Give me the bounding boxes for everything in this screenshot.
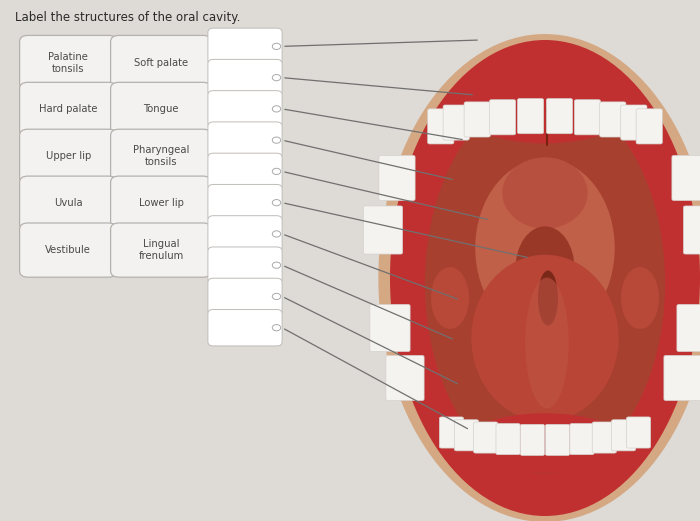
FancyBboxPatch shape: [208, 91, 282, 127]
Ellipse shape: [621, 267, 659, 329]
Ellipse shape: [503, 157, 587, 229]
FancyBboxPatch shape: [111, 82, 211, 137]
Circle shape: [272, 43, 281, 49]
Ellipse shape: [460, 77, 630, 143]
Ellipse shape: [525, 278, 568, 408]
Ellipse shape: [379, 34, 700, 521]
Circle shape: [272, 293, 281, 300]
FancyBboxPatch shape: [575, 100, 601, 135]
FancyBboxPatch shape: [443, 105, 469, 140]
FancyBboxPatch shape: [208, 216, 282, 252]
FancyBboxPatch shape: [111, 129, 211, 183]
FancyBboxPatch shape: [208, 278, 282, 315]
FancyBboxPatch shape: [545, 424, 570, 455]
FancyBboxPatch shape: [592, 422, 617, 453]
FancyBboxPatch shape: [208, 59, 282, 96]
FancyBboxPatch shape: [547, 98, 573, 134]
Ellipse shape: [425, 93, 665, 474]
FancyBboxPatch shape: [636, 109, 662, 144]
FancyBboxPatch shape: [621, 105, 647, 140]
Circle shape: [272, 262, 281, 268]
FancyBboxPatch shape: [20, 176, 117, 230]
Circle shape: [272, 75, 281, 81]
FancyBboxPatch shape: [626, 417, 650, 448]
FancyBboxPatch shape: [428, 109, 454, 144]
FancyBboxPatch shape: [520, 424, 545, 455]
FancyBboxPatch shape: [496, 424, 520, 455]
FancyBboxPatch shape: [489, 100, 516, 135]
FancyBboxPatch shape: [111, 35, 211, 90]
Ellipse shape: [471, 255, 619, 421]
FancyBboxPatch shape: [464, 102, 490, 137]
FancyBboxPatch shape: [672, 155, 700, 201]
Circle shape: [272, 137, 281, 143]
Ellipse shape: [431, 267, 469, 329]
FancyBboxPatch shape: [664, 355, 700, 401]
FancyBboxPatch shape: [208, 28, 282, 65]
FancyBboxPatch shape: [208, 309, 282, 346]
Circle shape: [272, 200, 281, 206]
FancyBboxPatch shape: [454, 420, 479, 451]
FancyBboxPatch shape: [111, 223, 211, 277]
FancyBboxPatch shape: [440, 417, 463, 448]
FancyBboxPatch shape: [474, 422, 498, 453]
FancyBboxPatch shape: [612, 420, 636, 451]
FancyBboxPatch shape: [208, 184, 282, 221]
FancyBboxPatch shape: [386, 355, 424, 401]
FancyBboxPatch shape: [208, 247, 282, 283]
FancyBboxPatch shape: [683, 206, 700, 254]
Circle shape: [272, 106, 281, 112]
Text: Upper lip: Upper lip: [46, 151, 91, 162]
Circle shape: [272, 325, 281, 331]
Ellipse shape: [463, 413, 626, 473]
Text: Hard palate: Hard palate: [39, 104, 97, 115]
FancyBboxPatch shape: [370, 304, 410, 352]
FancyBboxPatch shape: [379, 155, 415, 201]
Circle shape: [272, 168, 281, 175]
Text: Uvula: Uvula: [54, 198, 83, 208]
FancyBboxPatch shape: [208, 122, 282, 158]
Ellipse shape: [390, 40, 700, 516]
FancyBboxPatch shape: [20, 129, 117, 183]
Text: Lower lip: Lower lip: [139, 198, 183, 208]
FancyBboxPatch shape: [20, 223, 117, 277]
Text: Soft palate: Soft palate: [134, 57, 188, 68]
FancyBboxPatch shape: [208, 153, 282, 190]
FancyBboxPatch shape: [570, 424, 594, 455]
Text: Tongue: Tongue: [144, 104, 178, 115]
FancyBboxPatch shape: [600, 102, 626, 137]
FancyBboxPatch shape: [363, 206, 402, 254]
Text: Lingual
frenulum: Lingual frenulum: [139, 239, 183, 261]
FancyBboxPatch shape: [517, 98, 544, 134]
Text: Pharyngeal
tonsils: Pharyngeal tonsils: [133, 145, 189, 167]
Text: Palatine
tonsils: Palatine tonsils: [48, 52, 88, 73]
Text: Vestibule: Vestibule: [46, 245, 91, 255]
Text: Label the structures of the oral cavity.: Label the structures of the oral cavity.: [15, 11, 241, 24]
FancyBboxPatch shape: [20, 35, 117, 90]
Ellipse shape: [475, 159, 615, 337]
Ellipse shape: [538, 270, 558, 326]
Circle shape: [272, 231, 281, 237]
FancyBboxPatch shape: [111, 176, 211, 230]
FancyBboxPatch shape: [677, 304, 700, 352]
Ellipse shape: [515, 226, 575, 309]
FancyBboxPatch shape: [20, 82, 117, 137]
